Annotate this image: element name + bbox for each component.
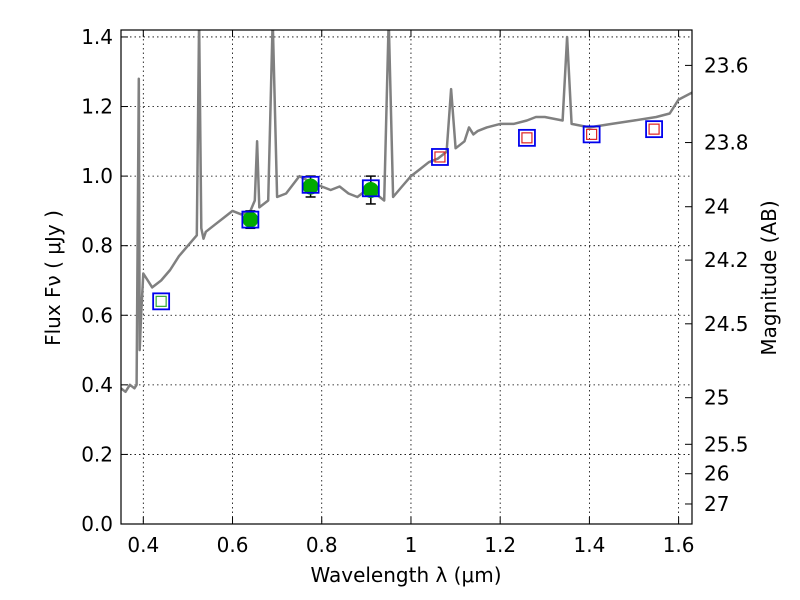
magnitude-tick-label: 26	[704, 462, 729, 486]
magnitude-tick-label: 23.6	[704, 53, 749, 77]
magnitude-tick-label: 23.8	[704, 131, 749, 155]
observed-point	[242, 211, 259, 228]
spectrum-layer	[121, 30, 692, 394]
y-axis-label: Flux Fν ( μJy )	[41, 210, 65, 346]
x-tick-label: 0.8	[306, 533, 338, 557]
magnitude-tick-label: 27	[704, 492, 729, 516]
x-tick-label: 0.6	[217, 533, 249, 557]
y-tick-label: 1.2	[81, 95, 113, 119]
model-point-inner	[648, 123, 660, 135]
magnitude-tick-label: 25	[704, 386, 729, 410]
magnitude-tick-label: 25.5	[704, 432, 749, 456]
model-point-inner	[434, 151, 446, 163]
y-tick-label: 1.4	[81, 25, 113, 49]
plot-frame	[120, 29, 693, 525]
tick-layer: 0.4 0.6 0.8 1 1.2 1.4 1.6 0.0 0.2 0.4 0.6 0.8 1.0 1.2…	[81, 25, 748, 557]
y-tick-label: 0.6	[81, 303, 113, 327]
x-tick-label: 0.4	[127, 533, 159, 557]
model-point	[241, 210, 260, 229]
y-tick-label: 0.0	[81, 512, 113, 536]
magnitude-tick-label: 24	[704, 195, 729, 219]
model-point	[431, 148, 449, 166]
model-point	[152, 292, 171, 311]
y-tick-label: 0.8	[81, 234, 113, 258]
x-tick-label: 1.2	[484, 533, 516, 557]
model-point	[645, 120, 663, 139]
x-tick-label: 1	[405, 533, 418, 557]
model-point	[582, 125, 601, 144]
marker-layer	[152, 120, 663, 311]
model-point	[518, 128, 536, 147]
model-point-inner	[586, 128, 598, 140]
y-tick-label: 0.4	[81, 373, 113, 397]
x-tick-label: 1.4	[573, 533, 605, 557]
x-tick-label: 1.6	[663, 533, 695, 557]
model-point-inner	[155, 295, 167, 307]
y-tick-label: 1.0	[81, 164, 113, 188]
grid-lines	[121, 30, 692, 525]
model-point	[301, 175, 320, 194]
observed-point	[302, 178, 319, 195]
model-point-inner	[521, 132, 533, 144]
spectrum-line	[121, 30, 692, 394]
observed-point	[362, 182, 379, 199]
y-tick-label: 0.2	[81, 442, 113, 466]
magnitude-tick-label: 24.2	[704, 248, 749, 272]
magnitude-tick-label: 24.5	[704, 312, 749, 336]
y-axis-right-label: Magnitude (AB)	[757, 200, 781, 355]
model-point	[361, 179, 380, 198]
x-axis-label: Wavelength λ (μm)	[310, 563, 501, 587]
